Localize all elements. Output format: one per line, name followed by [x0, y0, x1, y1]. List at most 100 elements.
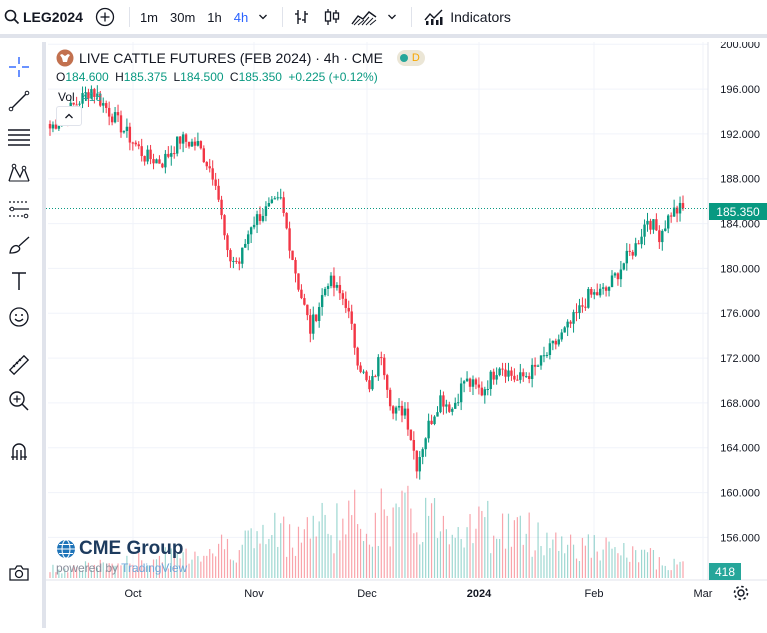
candle-body: [338, 284, 342, 294]
volume-bar: [336, 503, 338, 578]
interval-4h[interactable]: 4h: [233, 9, 249, 25]
screenshot-button[interactable]: [4, 558, 34, 588]
crosshair-tool[interactable]: [4, 52, 34, 82]
candle-body: [344, 298, 347, 308]
candle-body: [72, 102, 75, 105]
chevron-down-icon: [259, 14, 268, 20]
symbol-search[interactable]: LEG2024: [4, 0, 83, 36]
candle-body: [566, 321, 569, 328]
fib-tool[interactable]: [4, 194, 34, 224]
volume-bar: [584, 545, 586, 578]
candle-body: [610, 275, 614, 288]
volume-bar: [362, 541, 365, 578]
candle-body: [548, 343, 552, 355]
data-delay-badge[interactable]: D: [396, 50, 425, 66]
candle-body: [102, 103, 105, 106]
price-axis[interactable]: 200.000 196.000 192.000 188.000 184.000 180.0…: [720, 39, 760, 544]
volume-bar: [504, 548, 507, 578]
horizontal-lines-tool[interactable]: [4, 122, 34, 152]
candle-body: [613, 273, 617, 276]
volume-bar: [374, 512, 376, 578]
candle-body: [137, 144, 140, 147]
candle-body: [628, 250, 631, 252]
gear-icon: [733, 585, 749, 601]
volume-bar: [149, 565, 152, 578]
volume-bar: [655, 569, 657, 578]
branding[interactable]: CME Group powered by TradingView: [56, 538, 187, 575]
measure-tool[interactable]: [4, 350, 34, 380]
volume-bar: [141, 560, 143, 578]
search-icon: [4, 9, 20, 25]
horizontal-lines-icon: [8, 129, 30, 146]
time-tick-label: Nov: [244, 588, 264, 600]
candle-body: [323, 288, 327, 296]
volume-bar: [537, 522, 539, 578]
candle-body: [75, 104, 78, 106]
last-volume-tag: 418: [709, 563, 741, 580]
candle-body: [400, 405, 404, 416]
globe-icon: [57, 539, 75, 559]
volume-legend: Vol 418: [58, 90, 425, 104]
chart-settings-button[interactable]: [732, 584, 752, 604]
compare-symbol-button[interactable]: [95, 0, 115, 36]
indicators-button[interactable]: Indicators: [424, 0, 511, 36]
interval-30m[interactable]: 30m: [170, 9, 196, 25]
trend-line-tool[interactable]: [4, 86, 34, 116]
candle-body: [329, 275, 333, 287]
candle-body: [196, 141, 200, 146]
volume-bar: [614, 547, 616, 578]
volume-bar: [158, 555, 161, 578]
volume-bar: [407, 485, 409, 578]
interval-1h[interactable]: 1h: [207, 9, 222, 25]
chart-type-dropdown[interactable]: [387, 0, 397, 36]
candle-body: [220, 199, 223, 216]
volume-bar: [581, 537, 584, 578]
volume-bar: [578, 561, 581, 578]
interval-dropdown[interactable]: [258, 0, 268, 36]
zoom-tool[interactable]: [4, 386, 34, 416]
brush-tool[interactable]: [4, 230, 34, 260]
volume-bar: [147, 565, 149, 578]
magnet-tool[interactable]: [4, 436, 34, 466]
volume-bar: [345, 534, 347, 578]
emoji-tool[interactable]: [4, 302, 34, 332]
candles-chart-type-button[interactable]: [323, 0, 341, 36]
bars-icon: [295, 10, 309, 24]
volume-bar: [312, 515, 314, 578]
area-chart-type-button[interactable]: [351, 0, 377, 36]
bar-chart-type-button[interactable]: [293, 0, 311, 36]
candle-body: [406, 408, 410, 430]
candle-body: [675, 207, 679, 214]
pattern-tool[interactable]: [4, 158, 34, 188]
separator: [128, 7, 130, 27]
candle-body: [442, 395, 445, 407]
candle-body: [170, 153, 173, 157]
text-tool[interactable]: [4, 266, 34, 296]
volume-bar: [126, 555, 128, 578]
cme-group-logo: CME Group: [56, 538, 187, 560]
candle-body: [667, 215, 670, 229]
time-axis[interactable]: Oct Nov Dec 2024 Feb Mar: [124, 588, 712, 600]
candle-body: [625, 250, 628, 264]
candle-body: [652, 219, 655, 230]
volume-bar: [555, 532, 557, 578]
candle-body: [167, 153, 170, 157]
candle-body: [125, 126, 129, 132]
volume-bar: [212, 553, 214, 578]
volume-bar: [291, 547, 294, 578]
volume-bar: [569, 534, 572, 578]
candle-body: [533, 364, 537, 367]
volume-bar: [96, 567, 98, 578]
volume-bar: [306, 517, 308, 578]
volume-bar: [590, 557, 592, 578]
candle-body: [211, 168, 214, 180]
volume-bar: [229, 559, 232, 578]
collapse-legend-button[interactable]: [56, 106, 82, 126]
powered-by-label: powered by: [56, 561, 119, 575]
interval-1m[interactable]: 1m: [139, 9, 158, 25]
badge-letter: D: [411, 52, 420, 64]
candle-body: [252, 224, 256, 228]
series-title[interactable]: LIVE CATTLE FUTURES (FEB 2024) · 4h · CM…: [79, 50, 383, 66]
volume-bar: [155, 559, 158, 578]
volume-bar: [679, 561, 681, 578]
